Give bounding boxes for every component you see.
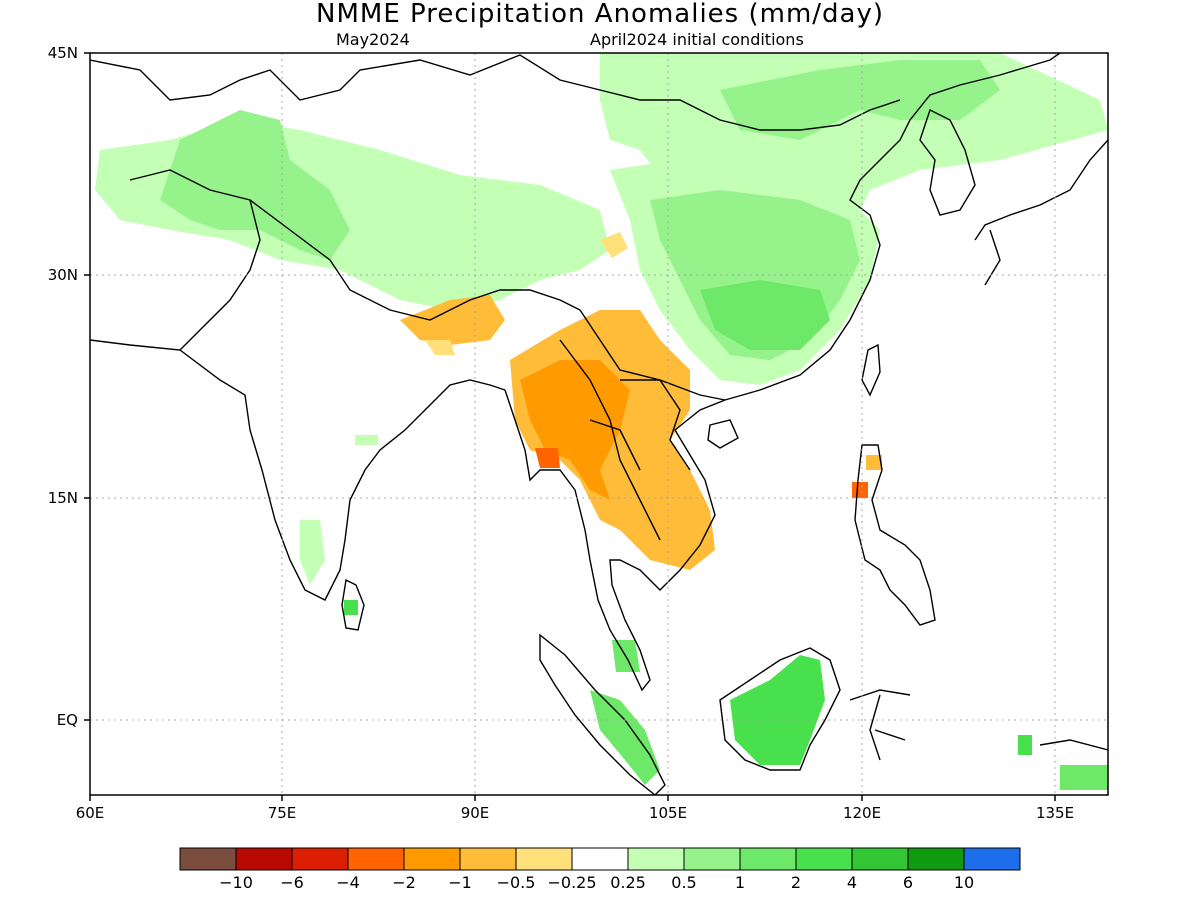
coastline-japan xyxy=(974,139,1108,286)
lat-label-eq: EQ xyxy=(57,711,78,729)
dry-anomaly-bhutan xyxy=(400,295,505,345)
colorbar-bin xyxy=(851,847,909,871)
dry-anomaly-sichuan xyxy=(600,232,628,258)
coastline-hainan xyxy=(707,419,739,449)
border-himalaya xyxy=(129,169,581,321)
colorbar xyxy=(179,847,1021,871)
wet-anomaly-jiangxi-core xyxy=(700,280,830,350)
lon-label-105e: 105E xyxy=(649,804,687,822)
coastline-philippines xyxy=(854,444,936,626)
coastline-borneo xyxy=(719,647,841,771)
wet-anomaly-moluccas xyxy=(1018,735,1032,755)
wet-anomaly-sumatra xyxy=(590,690,660,785)
colorbar-tick-label: 10 xyxy=(954,873,974,892)
colorbar-bin xyxy=(291,847,349,871)
colorbar-bin xyxy=(347,847,405,871)
colorbar-bin xyxy=(235,847,293,871)
colorbar-tick-label: 4 xyxy=(847,873,857,892)
colorbar-tick-label: 1 xyxy=(735,873,745,892)
colorbar-bin xyxy=(571,847,629,871)
lat-labels: 45N 30N 15N EQ xyxy=(48,44,78,729)
border-pakistan-india xyxy=(179,199,261,351)
coastline-sri-lanka xyxy=(341,578,365,631)
lat-label-30n: 30N xyxy=(48,266,78,284)
colorbar-bin xyxy=(963,847,1021,871)
colorbar-bin xyxy=(739,847,797,871)
colorbar-tick-label: 0.5 xyxy=(671,873,696,892)
colorbar-bin xyxy=(907,847,965,871)
coastline-new-guinea xyxy=(1039,739,1108,751)
coastline-korea xyxy=(919,109,976,216)
coastline-sulawesi xyxy=(849,689,911,761)
plot-frame xyxy=(89,52,1109,796)
coastline-china xyxy=(724,53,1061,401)
anomaly-fields xyxy=(95,53,1108,790)
colorbar-bin xyxy=(515,847,573,871)
colorbar-tick-label: 0.25 xyxy=(610,873,646,892)
colorbar-tick-label: −1 xyxy=(448,873,472,892)
map-title: NMME Precipitation Anomalies (mm/day) xyxy=(316,0,884,29)
border-indochina xyxy=(559,339,691,541)
colorbar-bin xyxy=(683,847,741,871)
colorbar-bin xyxy=(403,847,461,871)
colorbar-tick-label: −6 xyxy=(280,873,304,892)
colorbar-labels: −10 −6 −4 −2 −1 −0.5 −0.25 0.25 0.5 1 2 4 6 10 xyxy=(219,873,974,892)
colorbar-bin xyxy=(179,847,237,871)
colorbar-bin xyxy=(459,847,517,871)
initial-conditions-label: April2024 initial conditions xyxy=(590,30,804,49)
colorbar-bin xyxy=(627,847,685,871)
coastline-taiwan xyxy=(861,343,881,397)
lon-label-75e: 75E xyxy=(268,804,297,822)
wet-anomaly-bay-bengal xyxy=(355,435,378,445)
colorbar-tick-label: −0.5 xyxy=(497,873,536,892)
graticule xyxy=(90,53,1108,795)
coastline-sumatra xyxy=(539,633,666,795)
border-china-south xyxy=(579,309,726,401)
lon-label-90e: 90E xyxy=(461,804,490,822)
wet-anomaly-north-india xyxy=(95,120,610,310)
lon-label-120e: 120E xyxy=(843,804,881,822)
lat-label-45n: 45N xyxy=(48,44,78,62)
wet-anomaly-borneo xyxy=(730,655,825,765)
colorbar-bin xyxy=(795,847,853,871)
wet-anomaly-west-india xyxy=(300,520,325,585)
colorbar-tick-label: −10 xyxy=(219,873,253,892)
coastlines xyxy=(90,53,1108,795)
lon-label-135e: 135E xyxy=(1036,804,1074,822)
coastline-india xyxy=(90,339,506,601)
forecast-month-label: May2024 xyxy=(336,30,410,49)
axis-ticks xyxy=(84,52,1056,801)
lat-label-15n: 15N xyxy=(48,489,78,507)
coastline-indochina xyxy=(504,389,726,692)
dry-anomaly-myanmar-core xyxy=(520,360,630,500)
lon-labels: 60E 75E 90E 105E 120E 135E xyxy=(76,804,1074,822)
wet-anomaly-himalaya-core xyxy=(160,110,350,260)
dry-anomaly-luzon xyxy=(852,482,868,498)
dry-anomaly-myanmar-peak xyxy=(535,448,560,468)
border-central-asia xyxy=(90,54,901,131)
lon-label-60e: 60E xyxy=(76,804,105,822)
colorbar-tick-label: 2 xyxy=(791,873,801,892)
dry-anomaly-bhutan-edge xyxy=(425,340,455,355)
colorbar-tick-label: 6 xyxy=(903,873,913,892)
wet-anomaly-sri-lanka xyxy=(344,600,358,615)
dry-anomaly-luzon-north xyxy=(866,455,882,470)
colorbar-tick-label: −0.25 xyxy=(547,873,596,892)
colorbar-tick-label: −4 xyxy=(336,873,360,892)
wet-anomaly-new-guinea xyxy=(1060,765,1108,790)
wet-anomaly-mongolia-core xyxy=(720,60,1000,140)
colorbar-tick-label: −2 xyxy=(392,873,416,892)
